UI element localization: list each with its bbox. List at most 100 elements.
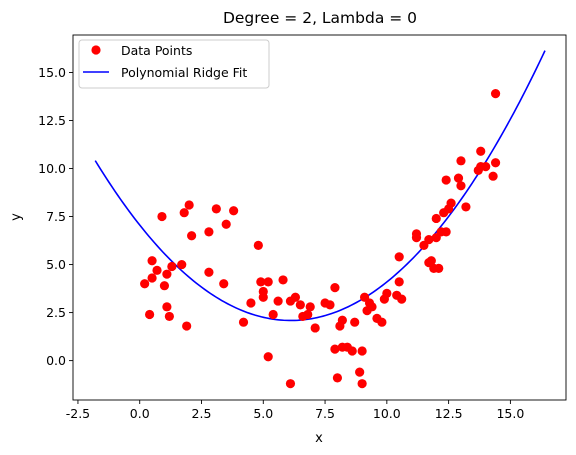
legend-marker-data-points (91, 45, 101, 55)
x-tick-label: -2.5 (66, 406, 90, 421)
data-point (456, 181, 466, 191)
data-point (350, 317, 360, 327)
plot-area (94, 50, 546, 389)
data-point (184, 200, 194, 210)
x-tick-label: 12.5 (435, 406, 463, 421)
data-point (204, 227, 214, 237)
data-point (229, 206, 239, 216)
data-point (488, 171, 498, 181)
data-point (330, 283, 340, 293)
data-point (278, 275, 288, 285)
data-point (446, 198, 456, 208)
data-point (490, 88, 501, 99)
data-point (238, 317, 249, 327)
data-point (290, 292, 301, 302)
data-point (157, 211, 167, 222)
x-tick-label: 7.5 (315, 406, 335, 421)
x-tick-label: 5.0 (253, 406, 273, 421)
data-point (179, 208, 189, 218)
data-point (310, 323, 320, 333)
data-point (441, 175, 451, 185)
legend-label-data-points: Data Points (121, 43, 192, 58)
data-point (204, 267, 214, 277)
x-tick-label: 0.0 (130, 406, 150, 421)
data-point (303, 309, 313, 320)
data-point (367, 302, 377, 312)
data-point (461, 202, 471, 212)
data-points-layer (140, 88, 501, 389)
data-point (219, 279, 229, 289)
data-point (397, 294, 407, 304)
chart-title: Degree = 2, Lambda = 0 (223, 9, 417, 27)
data-point (253, 240, 263, 250)
data-point (211, 204, 221, 214)
data-point (285, 379, 296, 389)
data-point (476, 146, 486, 156)
x-tick-label: 10.0 (373, 406, 401, 421)
data-point (159, 281, 170, 291)
y-tick-label: 15.0 (38, 65, 66, 80)
data-point (453, 173, 464, 183)
data-point (426, 256, 436, 266)
data-point (355, 367, 365, 377)
data-point (325, 300, 335, 310)
data-point (145, 309, 155, 320)
data-point (295, 300, 305, 310)
data-point (431, 213, 441, 224)
y-axis: 0.0 2.5 5.0 7.5 10.0 12.5 15.0 (38, 65, 73, 368)
data-point (330, 344, 340, 354)
data-point (258, 286, 268, 297)
y-axis-label: y (9, 213, 24, 221)
y-tick-label: 5.0 (46, 257, 66, 272)
legend: Data Points Polynomial Ridge Fit (78, 39, 270, 89)
data-point (273, 296, 283, 306)
data-point (140, 279, 150, 289)
data-point (246, 298, 256, 308)
data-point (152, 265, 162, 275)
data-point (187, 231, 197, 241)
data-point (357, 379, 367, 389)
data-point (162, 269, 172, 279)
data-point (182, 321, 192, 331)
data-point (456, 156, 466, 166)
data-point (263, 277, 273, 287)
data-point (177, 259, 187, 270)
x-tick-label: 15.0 (496, 406, 524, 421)
data-point (305, 302, 315, 312)
data-point (256, 277, 266, 287)
data-point (147, 256, 157, 266)
data-point (394, 252, 404, 262)
x-axis-label: x (315, 431, 323, 446)
y-tick-label: 0.0 (46, 353, 66, 368)
data-point (394, 277, 404, 287)
data-point (221, 219, 231, 229)
data-point (167, 261, 177, 272)
data-point (347, 346, 357, 356)
data-point (411, 229, 422, 239)
data-point (434, 263, 444, 274)
y-tick-label: 7.5 (46, 209, 66, 224)
data-point (337, 315, 347, 325)
y-tick-label: 10.0 (38, 161, 66, 176)
legend-label-fit-line: Polynomial Ridge Fit (121, 65, 247, 80)
y-tick-label: 12.5 (38, 113, 66, 128)
x-axis: -2.5 0.0 2.5 5.0 7.5 10.0 12.5 15.0 (66, 400, 524, 421)
data-point (268, 309, 278, 320)
data-point (147, 273, 157, 283)
data-point (164, 311, 174, 322)
plot-frame (72, 34, 567, 401)
data-point (424, 234, 434, 245)
data-point (263, 352, 273, 362)
y-tick-label: 2.5 (46, 305, 66, 320)
x-tick-label: 2.5 (192, 406, 212, 421)
fit-curve-line (94, 50, 546, 322)
fit-curve-layer (94, 50, 546, 322)
data-point (162, 302, 172, 312)
data-point (377, 317, 387, 327)
data-point (357, 346, 367, 356)
data-point (332, 373, 343, 383)
data-point (441, 227, 451, 237)
data-point (490, 158, 501, 168)
data-point (481, 161, 491, 172)
